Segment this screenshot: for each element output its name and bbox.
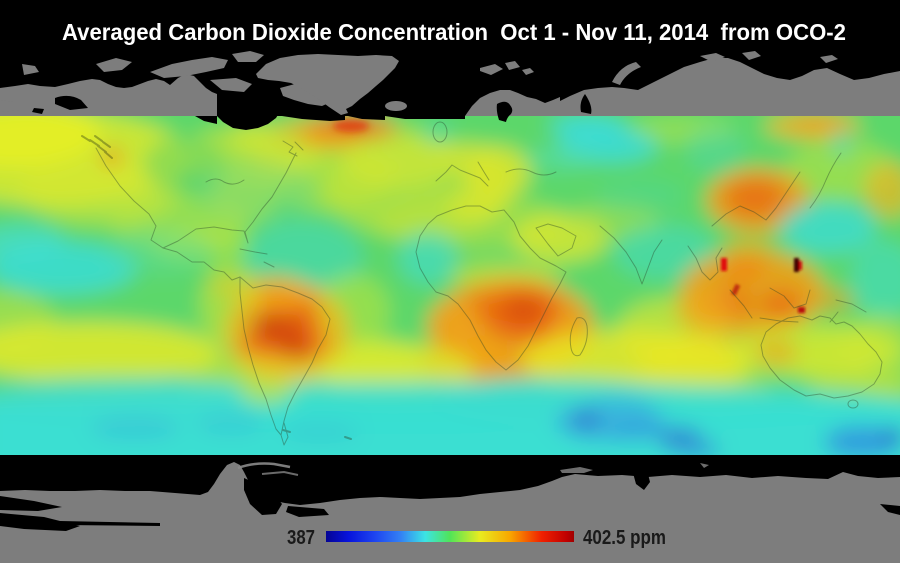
svg-text:402.5 ppm: 402.5 ppm xyxy=(583,526,666,549)
svg-text:387: 387 xyxy=(287,526,315,549)
svg-text:Averaged Carbon Dioxide Concen: Averaged Carbon Dioxide Concentration Oc… xyxy=(62,19,846,45)
